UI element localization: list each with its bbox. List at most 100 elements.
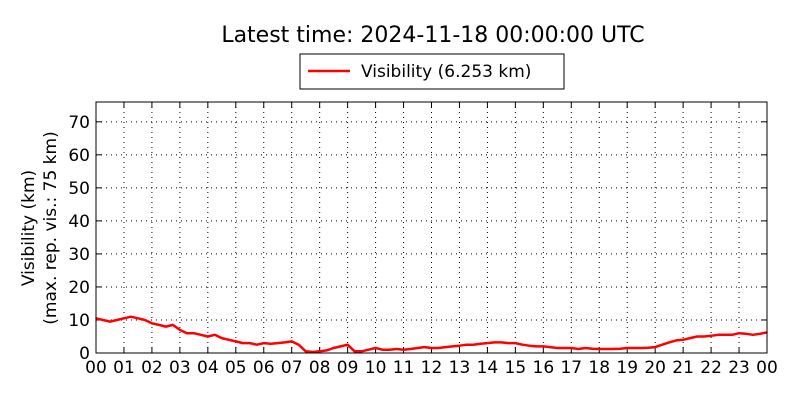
data-point xyxy=(591,347,594,350)
data-point xyxy=(696,335,698,338)
x-tick-label: 17 xyxy=(560,358,582,378)
data-point xyxy=(577,348,580,350)
data-point xyxy=(710,335,712,337)
x-tick-label: 16 xyxy=(533,358,555,378)
series-layer xyxy=(95,315,768,354)
y-tick-label: 30 xyxy=(68,245,90,265)
data-point xyxy=(172,324,174,326)
data-point xyxy=(668,341,670,344)
data-point xyxy=(759,333,761,335)
y-tick-label: 40 xyxy=(68,212,90,232)
data-point xyxy=(598,348,601,350)
data-point xyxy=(528,344,531,347)
data-point xyxy=(507,342,510,344)
data-point xyxy=(416,347,419,349)
y-tick-label: 70 xyxy=(68,113,90,133)
data-point xyxy=(640,347,642,349)
x-tick-label: 03 xyxy=(169,358,191,378)
data-point xyxy=(276,342,279,344)
data-point xyxy=(318,350,321,353)
data-point xyxy=(248,342,251,344)
data-point xyxy=(675,339,677,342)
x-tick-label: 20 xyxy=(644,358,666,378)
y-tick-label: 10 xyxy=(68,311,90,331)
data-point xyxy=(437,347,440,349)
data-point xyxy=(423,346,426,348)
x-tick-label: 04 xyxy=(197,358,219,378)
data-point xyxy=(745,333,747,335)
data-point xyxy=(402,348,405,351)
data-point xyxy=(521,343,524,346)
data-point xyxy=(682,338,684,341)
data-point xyxy=(703,335,705,338)
data-point xyxy=(556,347,559,349)
data-point xyxy=(234,340,237,343)
data-point xyxy=(158,324,160,326)
data-point xyxy=(207,335,209,338)
data-point xyxy=(535,345,538,348)
data-point xyxy=(465,343,468,346)
x-axis-ticks: 00 01 02 03 04 05 06 07 08 09 10 11 12 13 14 15 16 17 18 19… xyxy=(85,102,778,378)
x-tick-label: 22 xyxy=(700,358,722,378)
y-tick-label: 50 xyxy=(68,179,90,199)
data-point xyxy=(647,346,649,349)
grid xyxy=(96,102,767,353)
data-point xyxy=(493,341,496,344)
data-point xyxy=(123,317,125,320)
data-point xyxy=(584,347,587,349)
x-tick-label: 00 xyxy=(756,358,778,378)
data-point xyxy=(570,347,573,349)
data-point xyxy=(179,329,181,331)
data-point xyxy=(458,344,461,347)
y-tick-label: 60 xyxy=(68,146,90,166)
data-point xyxy=(214,334,216,336)
data-point xyxy=(255,343,258,346)
chart-title: Latest time: 2024-11-18 00:00:00 UTC xyxy=(221,23,644,48)
y-tick-label: 0 xyxy=(79,344,90,364)
x-tick-label: 02 xyxy=(141,358,163,378)
data-point xyxy=(388,348,391,351)
data-point xyxy=(137,317,139,320)
data-point xyxy=(346,343,349,346)
x-tick-label: 10 xyxy=(365,358,387,378)
data-point xyxy=(102,319,104,321)
data-point xyxy=(381,348,384,351)
data-point xyxy=(200,334,202,336)
data-point xyxy=(304,350,307,353)
data-point xyxy=(689,337,691,339)
y-tick-label: 20 xyxy=(68,278,90,298)
data-point xyxy=(605,348,608,350)
data-point xyxy=(283,341,286,344)
data-point xyxy=(717,334,719,336)
data-point xyxy=(144,319,146,321)
data-point xyxy=(661,343,663,346)
x-tick-label: 21 xyxy=(672,358,694,378)
data-point xyxy=(165,325,167,328)
data-point xyxy=(731,334,733,336)
data-point xyxy=(430,347,433,349)
data-point xyxy=(542,345,545,348)
data-point xyxy=(109,320,111,323)
y-axis-sublabel: (max. rep. vis.: 75 km) xyxy=(41,131,61,324)
data-point xyxy=(353,350,356,353)
x-tick-label: 06 xyxy=(253,358,275,378)
legend-label: Visibility (6.253 km) xyxy=(361,62,531,82)
x-tick-label: 14 xyxy=(477,358,499,378)
data-point xyxy=(472,343,475,346)
data-point xyxy=(325,349,328,352)
data-point xyxy=(619,347,622,350)
data-point xyxy=(228,338,230,341)
data-point xyxy=(752,334,754,336)
x-tick-label: 07 xyxy=(281,358,303,378)
data-point xyxy=(297,343,300,346)
data-point xyxy=(290,340,293,343)
y-axis-ticks: 0 10 20 30 40 50 60 70 xyxy=(68,113,767,364)
data-point xyxy=(332,347,335,349)
data-point xyxy=(374,347,377,349)
x-tick-label: 09 xyxy=(337,358,359,378)
data-point xyxy=(444,346,447,348)
legend: Visibility (6.253 km) xyxy=(299,53,565,90)
data-point xyxy=(563,347,566,349)
data-point xyxy=(486,342,489,344)
x-tick-label: 01 xyxy=(113,358,135,378)
